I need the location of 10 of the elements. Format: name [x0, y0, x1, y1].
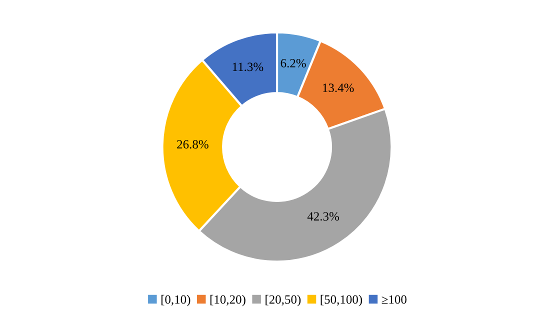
data-label: 11.3%	[232, 62, 264, 72]
data-label: 6.2%	[280, 58, 306, 68]
legend-label: [20,50)	[266, 294, 301, 306]
legend-label: [50,100)	[320, 294, 362, 306]
legend-label: ≥100	[382, 295, 406, 304]
data-label: 26.8%	[177, 140, 208, 149]
legend-label: [10,20)	[210, 294, 246, 306]
data-label: 13.4%	[323, 84, 354, 92]
data-label: 42.3%	[307, 212, 340, 221]
legend-label: [0,10)	[161, 294, 190, 306]
